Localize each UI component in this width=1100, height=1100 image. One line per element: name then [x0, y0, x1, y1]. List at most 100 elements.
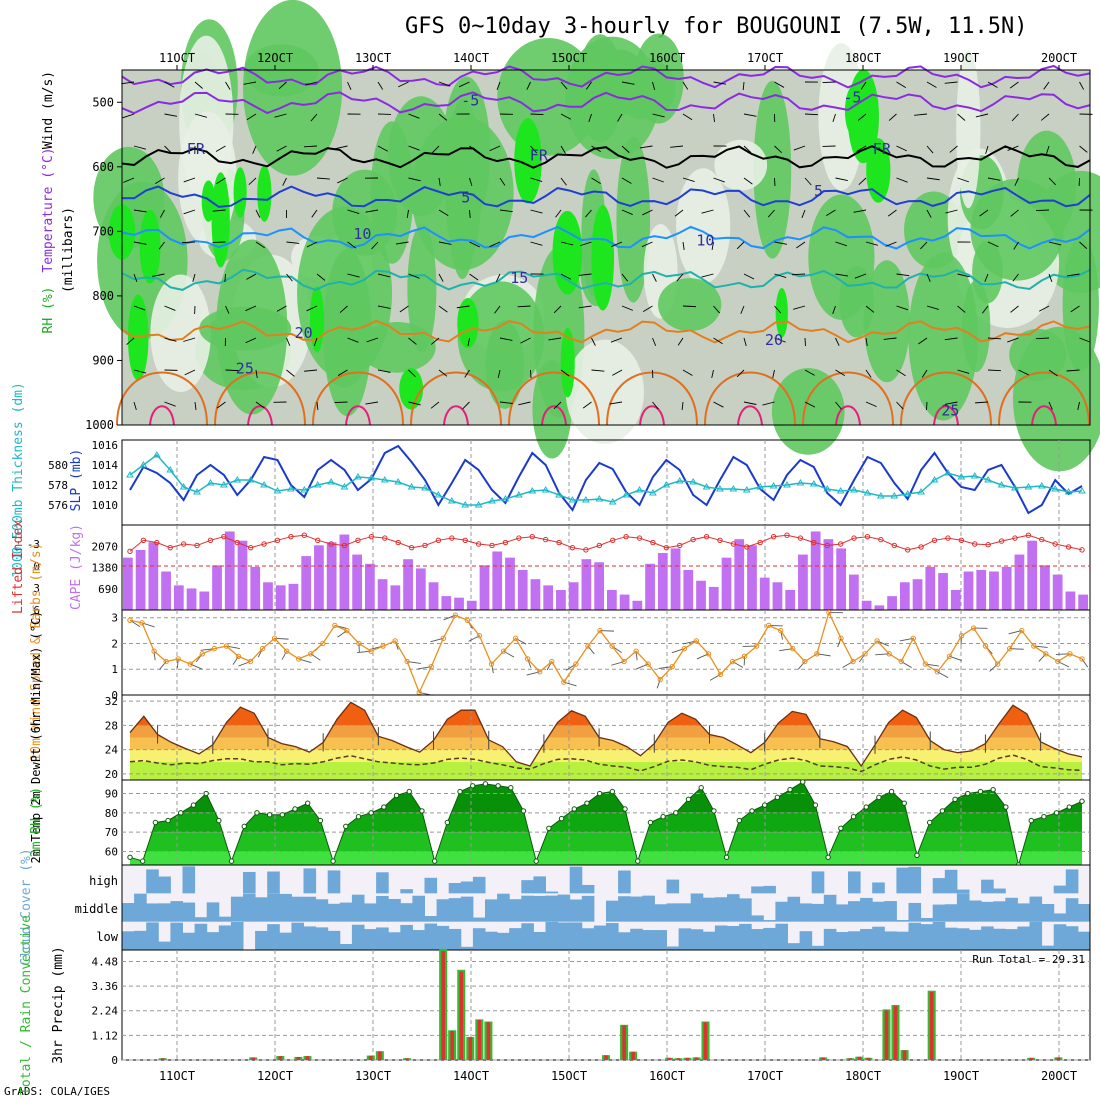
cloud-row-label: high [89, 874, 118, 888]
temp-tick-label: 28 [105, 719, 118, 732]
cloud-bar [279, 893, 292, 922]
li-point [918, 544, 924, 550]
cape-bar [759, 577, 770, 610]
wind-barb [274, 113, 287, 118]
cape-bar [454, 597, 464, 610]
cloud-bar [654, 904, 667, 922]
cloud-bar [497, 932, 510, 950]
wind-barb [674, 209, 684, 217]
wind-barb [1011, 113, 1019, 122]
cape-bar [517, 569, 528, 610]
cape-bar [950, 589, 961, 610]
wind-speed-point [139, 620, 145, 626]
rh-band [130, 832, 1082, 852]
wind-barb [431, 145, 440, 154]
date-label-top: 16OCT [649, 51, 685, 65]
cape-tick-label: 1380 [92, 562, 119, 575]
cloud-bar [218, 925, 232, 950]
li-point [945, 535, 951, 541]
li-point [140, 537, 147, 544]
cloud-bar [1065, 926, 1079, 950]
wind-speed-point [850, 658, 856, 665]
thickness-point [890, 492, 899, 499]
wind-speed-point [223, 643, 230, 649]
rh-point [393, 792, 400, 799]
cloud-bar [654, 930, 667, 950]
wind-barb [194, 401, 197, 411]
cloud-bar [194, 917, 208, 922]
thickness-point [139, 461, 148, 468]
li-point [127, 548, 133, 555]
li-point [878, 536, 884, 543]
rh-point [495, 783, 501, 789]
wind-barb [164, 113, 178, 117]
wind-barb [560, 273, 572, 280]
cloud-bar [896, 931, 909, 950]
cape-bar [314, 545, 324, 610]
wind-barb [316, 401, 319, 411]
wind-barb [896, 401, 904, 410]
wind-barb [555, 209, 562, 218]
cloud-bar [533, 876, 546, 894]
cape-bar [976, 569, 987, 610]
rh-shade [297, 206, 393, 380]
cloud-bar [497, 893, 510, 922]
wind-barb [578, 305, 592, 309]
cloud-bar [364, 929, 377, 950]
rh-point [533, 858, 539, 864]
wind-barb [743, 209, 751, 218]
wind-speed-point [404, 658, 410, 665]
cape-bar [772, 582, 783, 610]
wind-barb [286, 241, 300, 244]
temperature-contour [121, 268, 1091, 291]
wind-barb [944, 81, 958, 84]
wind-speed-point [235, 653, 242, 660]
wind-speed-point [994, 661, 1001, 667]
cloud-bar [267, 924, 280, 950]
cloud-bar [618, 896, 631, 922]
pressure-axis-label: (millibars) [61, 207, 76, 293]
wind-barb [767, 209, 775, 218]
wind-barb [835, 241, 848, 247]
cloud-bar [230, 922, 244, 950]
wind-speed-point [633, 648, 639, 654]
cloud-bar [158, 876, 171, 894]
convective-bar [893, 1006, 898, 1060]
wind-barb [1040, 113, 1050, 121]
wind-barb [133, 209, 147, 213]
convective-bar [477, 1020, 482, 1060]
wind-barb [311, 209, 318, 218]
wind-barb [774, 81, 785, 88]
cloud-bar [811, 871, 825, 894]
wind-barb [641, 241, 653, 248]
wind-speed-point [597, 627, 603, 634]
li-point [234, 539, 240, 546]
li-point [529, 533, 535, 540]
convective-bar [676, 1058, 681, 1060]
contour-label: FR [187, 140, 206, 158]
cloud-bar [630, 928, 643, 950]
wind-tick-label: 2 [111, 637, 118, 650]
cape-bar [747, 545, 757, 610]
wind-speed-point [476, 633, 483, 639]
surface-wind-barb [989, 663, 998, 672]
rh-point [165, 817, 171, 824]
wind-speed-point [910, 635, 916, 642]
wind-axis-label: 10m Wind Speed & Barbs (m/s) [29, 542, 44, 761]
thickness-point [447, 497, 456, 504]
cloud-bar [932, 904, 946, 922]
wind-barb [945, 209, 958, 214]
surface-wind-barb [1081, 658, 1089, 668]
wind-barb [499, 177, 506, 186]
wind-barb [560, 113, 572, 120]
rh-point [990, 786, 996, 793]
cape-bar [275, 585, 286, 610]
cloud-bar [606, 923, 619, 950]
wind-barb [865, 337, 868, 347]
date-label-bottom: 19OCT [943, 1069, 979, 1083]
wind-barb [611, 241, 623, 247]
wind-barb [865, 241, 878, 246]
wind-barb [711, 369, 714, 379]
li-point [341, 542, 348, 549]
precip-type-label: Total / Rain Convective [19, 915, 34, 1095]
